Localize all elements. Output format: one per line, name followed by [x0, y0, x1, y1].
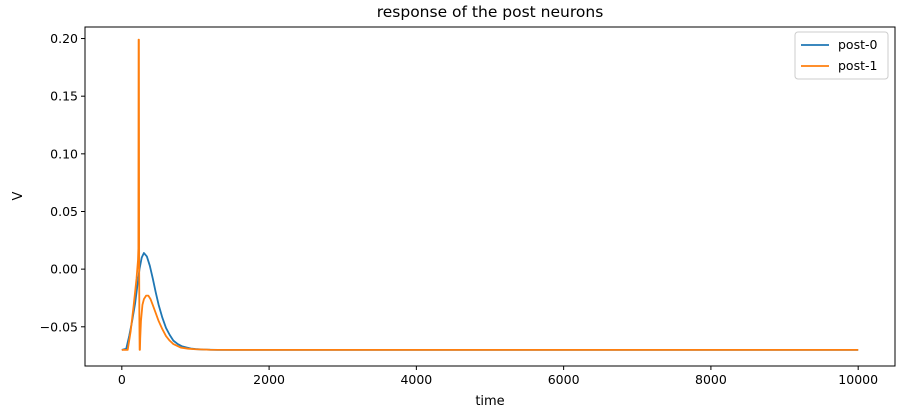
y-axis-label: V [11, 191, 26, 200]
y-tick-label: 0.05 [50, 204, 78, 219]
legend-label-post-1: post-1 [838, 58, 877, 73]
plot-frame [84, 26, 896, 367]
y-tick-label: 0.15 [50, 89, 78, 104]
x-tick-label: 0 [118, 372, 126, 387]
x-tick-label: 8000 [695, 372, 727, 387]
y-axis: −0.05 0.00 0.05 0.10 0.15 0.20 [40, 31, 85, 334]
x-tick-label: 4000 [400, 372, 432, 387]
plot-lines [121, 38, 859, 351]
x-axis-label: time [475, 394, 504, 409]
series-line-post-1 [121, 38, 859, 351]
y-tick-label: 0.10 [50, 146, 78, 161]
y-tick-label: −0.05 [40, 319, 78, 334]
x-tick-label: 10000 [838, 372, 878, 387]
chart-title: response of the post neurons [377, 3, 604, 21]
legend-box [794, 31, 889, 80]
legend: post-0 post-1 [794, 31, 889, 80]
y-tick-label: 0.00 [50, 262, 78, 277]
x-axis: 0 2000 4000 6000 8000 10000 [118, 366, 878, 387]
legend-label-post-0: post-0 [838, 37, 878, 52]
y-tick-label: 0.20 [50, 31, 78, 46]
x-tick-label: 6000 [548, 372, 580, 387]
x-tick-label: 2000 [253, 372, 285, 387]
